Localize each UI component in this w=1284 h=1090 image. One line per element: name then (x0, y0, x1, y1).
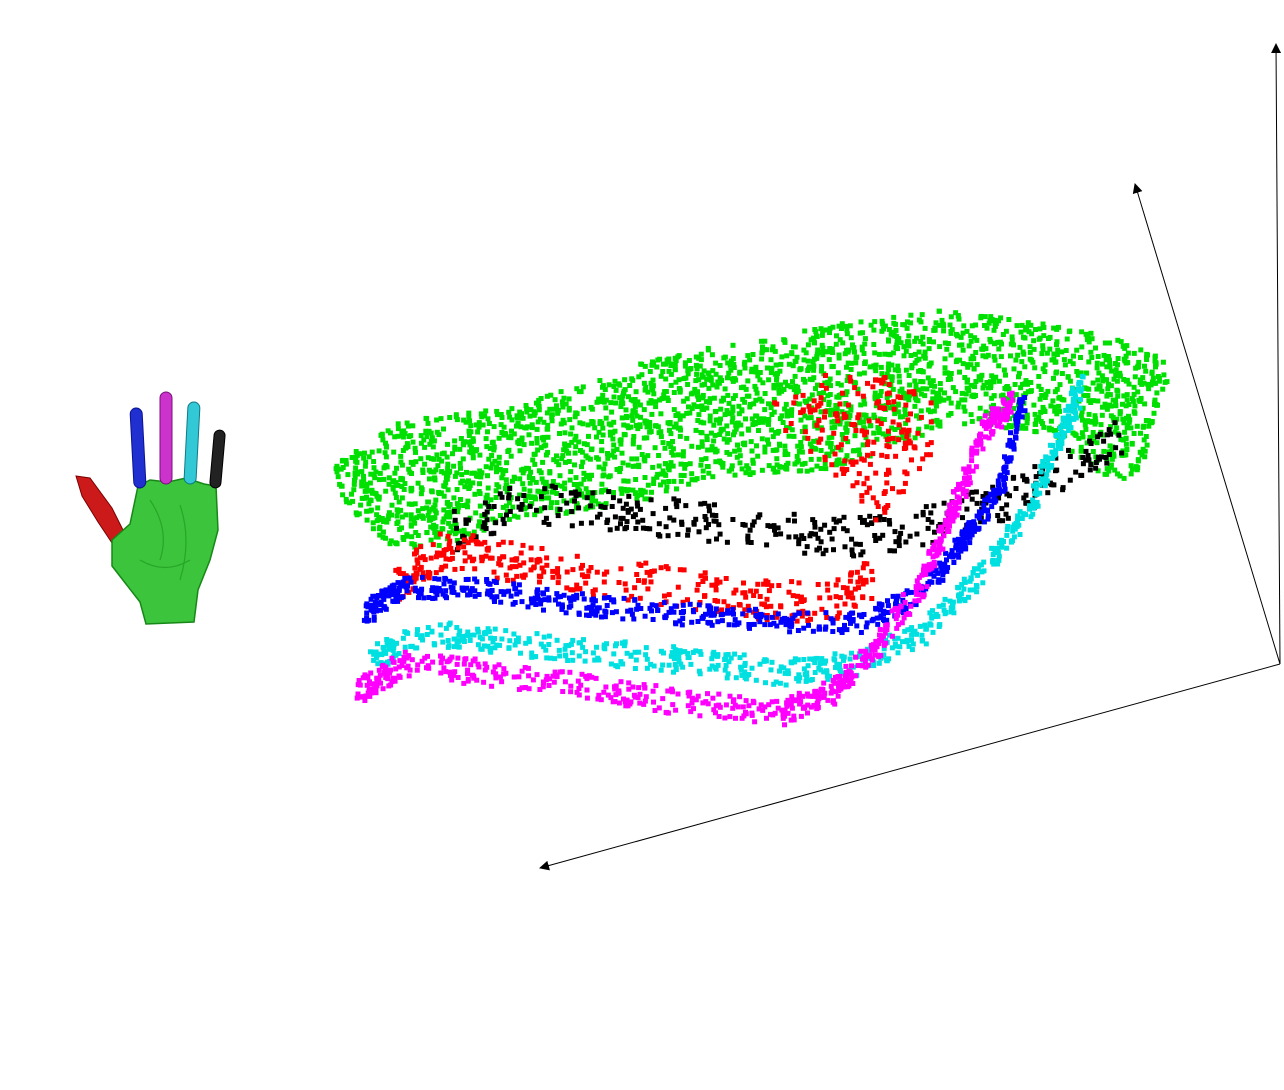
hand-middle-finger (159, 391, 173, 485)
axis-1 (1271, 43, 1282, 665)
axis-3 (539, 663, 1281, 871)
hand-model-icon (75, 391, 226, 625)
axes-group (539, 43, 1282, 871)
cloud-thumb (772, 373, 934, 523)
point-cloud (333, 308, 1170, 728)
hand-ring-finger (183, 401, 201, 485)
cloud-middle-finger (354, 390, 1015, 728)
cloud-thumb (393, 531, 876, 624)
hand-index-finger (129, 407, 147, 489)
hand-little-finger (209, 429, 226, 489)
hand-palm (111, 477, 219, 625)
axis-2 (1132, 183, 1281, 665)
cloud-palm (333, 308, 1170, 550)
